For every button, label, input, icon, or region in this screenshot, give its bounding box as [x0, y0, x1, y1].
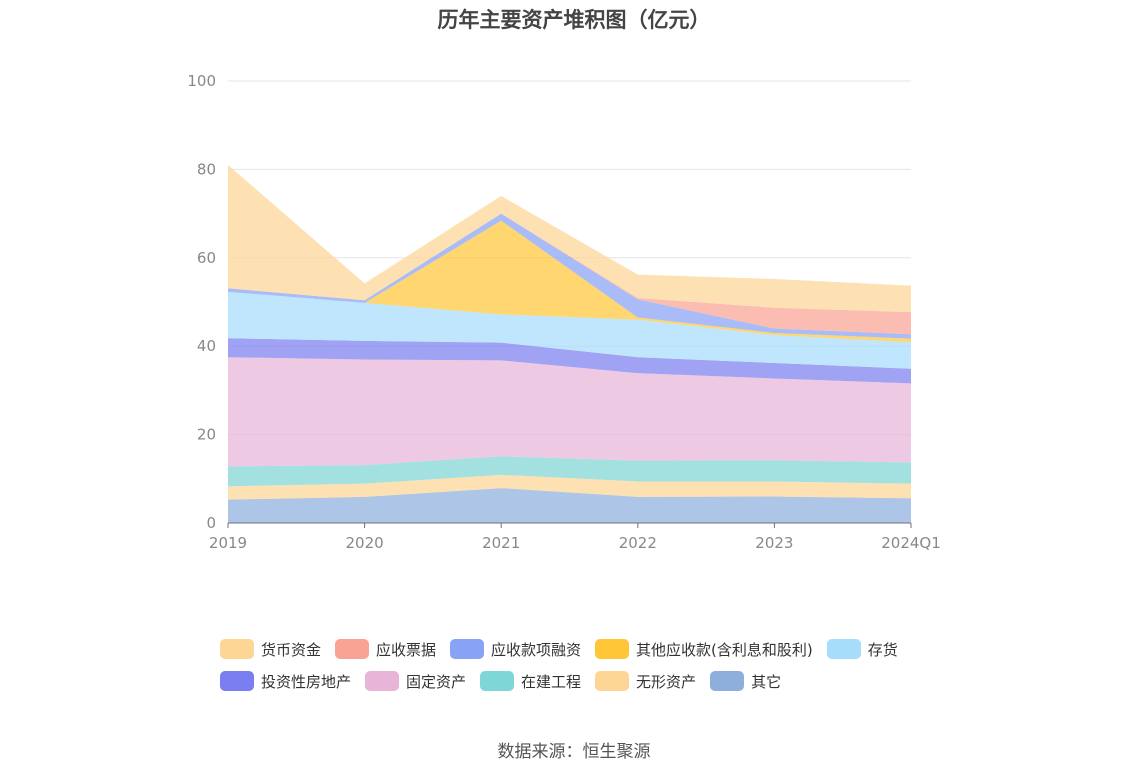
x-tick-label: 2020: [346, 534, 384, 552]
y-tick-label: 40: [197, 337, 216, 355]
legend-label: 应收票据: [376, 640, 437, 659]
area-series-6: [228, 220, 911, 343]
legend-swatch: [595, 671, 630, 691]
y-tick-label: 20: [197, 426, 216, 444]
legend-swatch: [480, 671, 515, 691]
y-tick-label: 80: [197, 160, 216, 178]
area-series-3: [228, 357, 911, 467]
x-tick-label: 2024Q1: [881, 534, 941, 552]
area-series-1: [228, 474, 911, 500]
legend-item[interactable]: 其它: [710, 670, 781, 692]
legend-swatch: [710, 671, 745, 691]
y-tick-label: 60: [197, 249, 216, 267]
legend-label: 货币资金: [261, 640, 322, 659]
area-series-9: [228, 164, 911, 313]
legend-item[interactable]: 投资性房地产: [220, 670, 351, 692]
legend-item[interactable]: 在建工程: [480, 670, 581, 692]
legend-label: 其它: [751, 672, 782, 691]
legend-swatch: [365, 671, 400, 691]
x-tick-label: 2021: [482, 534, 520, 552]
chart-title: 历年主要资产堆积图（亿元）: [437, 8, 711, 32]
legend-swatch: [826, 639, 861, 659]
legend-item[interactable]: 无形资产: [595, 670, 696, 692]
area-series-2: [228, 456, 911, 487]
legend-item[interactable]: 固定资产: [365, 670, 466, 692]
legend-item[interactable]: 应收票据: [335, 638, 436, 660]
legend-label: 无形资产: [636, 672, 697, 691]
legend-item[interactable]: 存货: [826, 638, 898, 660]
chart-legend: 货币资金 应收票据 应收款项融资 其他应收款(含利息和股利) 存货投资性房地产 固定资产 在…: [220, 638, 980, 702]
y-tick-label: 100: [187, 72, 216, 90]
area-series-5: [228, 291, 911, 369]
legend-swatch: [595, 639, 630, 659]
legend-swatch: [335, 639, 370, 659]
legend-label: 投资性房地产: [261, 672, 352, 691]
legend-label: 应收款项融资: [491, 640, 582, 659]
y-tick-label: 0: [206, 514, 216, 532]
x-tick-label: 2019: [209, 534, 247, 552]
legend-swatch: [220, 639, 254, 659]
legend-label: 固定资产: [406, 672, 467, 691]
legend-label: 在建工程: [521, 672, 582, 691]
area-series-8: [228, 213, 911, 335]
area-series-0: [228, 488, 911, 523]
x-tick-label: 2023: [755, 534, 793, 552]
data-source: 数据来源：恒生聚源: [497, 742, 651, 762]
x-tick-label: 2022: [619, 534, 657, 552]
legend-label: 存货: [867, 640, 898, 659]
legend-swatch: [220, 671, 254, 691]
legend-label: 其他应收款(含利息和股利): [636, 640, 813, 659]
area-series-4: [228, 338, 911, 384]
legend-item[interactable]: 其他应收款(含利息和股利): [595, 638, 813, 660]
stacked-area-chart: 0 20 40 60 80 100 2019 2020 2021 2022 2023 2024Q1: [187, 72, 941, 552]
legend-swatch: [450, 639, 485, 659]
legend-item[interactable]: 货币资金: [220, 638, 321, 660]
legend-item[interactable]: 应收款项融资: [450, 638, 581, 660]
